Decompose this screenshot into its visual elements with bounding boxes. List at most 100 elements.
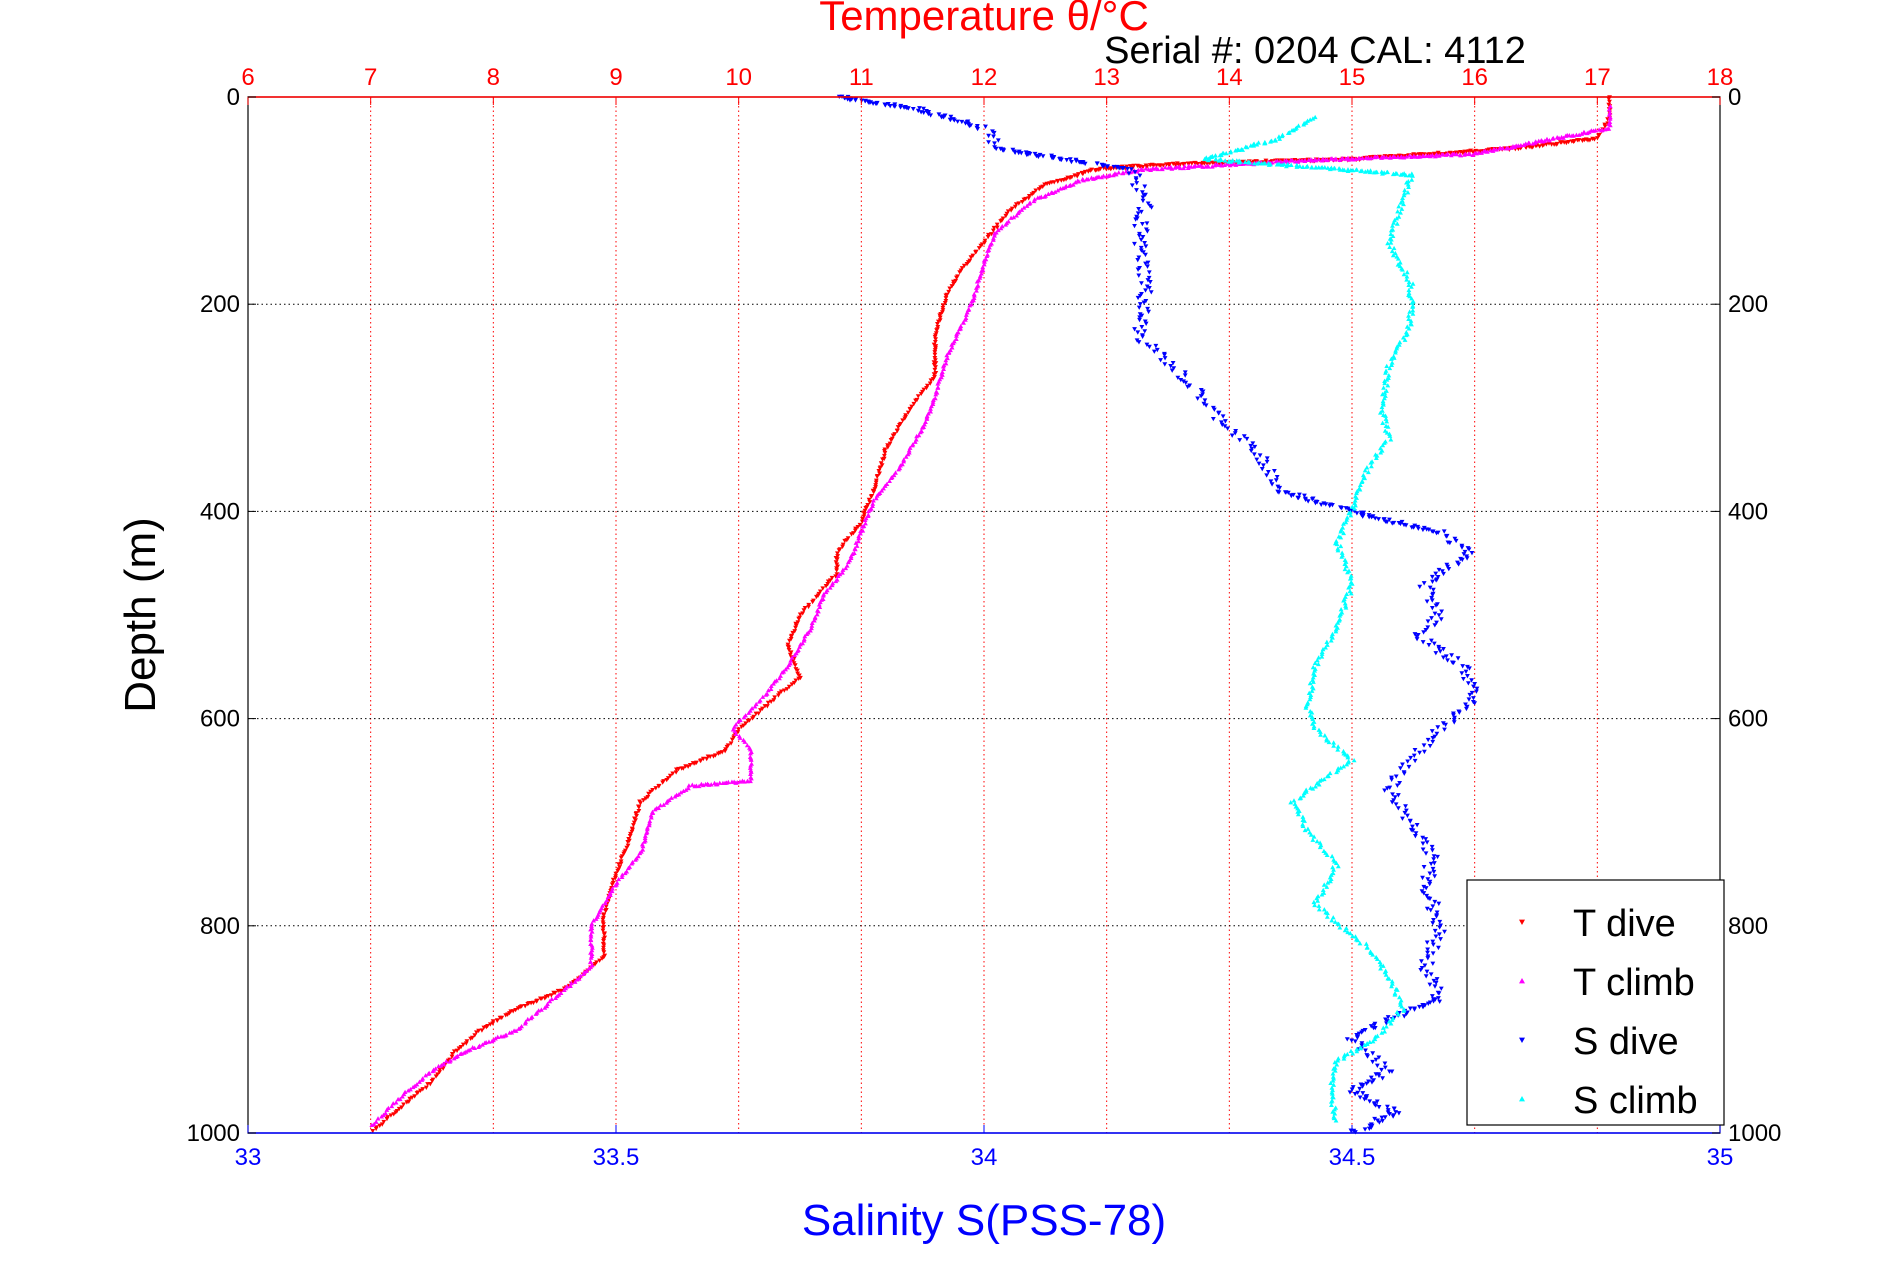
data-point xyxy=(482,1040,488,1045)
data-point xyxy=(1384,520,1390,525)
data-point xyxy=(1405,813,1410,819)
data-point xyxy=(1408,755,1414,761)
data-point xyxy=(451,1056,457,1061)
data-point xyxy=(753,711,759,716)
data-point xyxy=(870,501,876,506)
data-point xyxy=(792,663,798,668)
data-point xyxy=(1385,383,1391,388)
data-point xyxy=(1000,147,1006,152)
data-point xyxy=(1373,1072,1379,1077)
data-point xyxy=(618,855,624,860)
data-point xyxy=(1045,191,1051,196)
data-point xyxy=(861,512,867,517)
data-point xyxy=(948,114,954,120)
data-point xyxy=(533,999,539,1004)
data-point xyxy=(1170,360,1176,366)
data-point xyxy=(1425,737,1431,743)
data-point xyxy=(801,608,807,613)
data-point xyxy=(1411,525,1417,530)
salinity-tick-label: 34.5 xyxy=(1329,1144,1376,1171)
data-point xyxy=(600,925,606,931)
data-point xyxy=(856,538,861,544)
data-point xyxy=(495,1034,501,1039)
data-point xyxy=(1341,764,1347,769)
data-point xyxy=(1307,680,1313,686)
data-point xyxy=(1346,585,1352,590)
data-point xyxy=(588,932,594,937)
data-point xyxy=(1430,587,1436,593)
data-point xyxy=(1329,1091,1335,1096)
data-point xyxy=(868,100,874,105)
data-point xyxy=(1139,325,1145,330)
data-point xyxy=(1349,156,1355,161)
data-point xyxy=(1271,468,1277,474)
data-point xyxy=(1385,169,1390,175)
data-point xyxy=(905,410,911,415)
data-point xyxy=(1202,156,1208,162)
data-point xyxy=(1425,947,1431,952)
data-point xyxy=(852,528,858,533)
temperature-tick-label: 12 xyxy=(971,64,998,91)
data-point xyxy=(1430,961,1436,966)
data-point xyxy=(1472,682,1478,687)
data-point xyxy=(1429,729,1435,734)
data-point xyxy=(516,1026,522,1031)
data-point xyxy=(1382,1061,1388,1066)
data-point xyxy=(1331,166,1337,171)
data-point xyxy=(1168,364,1174,369)
data-point xyxy=(1455,656,1461,661)
legend-marker xyxy=(1519,1037,1525,1043)
data-point xyxy=(487,1022,493,1027)
data-point xyxy=(1079,170,1085,176)
data-point xyxy=(449,1051,455,1057)
data-point xyxy=(1422,963,1428,968)
data-point xyxy=(1463,702,1468,707)
data-point xyxy=(933,337,939,342)
data-point xyxy=(1385,240,1391,246)
data-point xyxy=(1282,158,1287,164)
data-point xyxy=(1309,497,1315,502)
data-point xyxy=(419,1077,425,1082)
data-point xyxy=(1407,309,1413,314)
data-point xyxy=(522,1004,528,1009)
data-point xyxy=(951,118,957,123)
data-point xyxy=(949,345,955,350)
data-point xyxy=(795,620,801,625)
data-point xyxy=(962,317,968,322)
data-point xyxy=(528,1015,534,1021)
data-point xyxy=(1376,1055,1382,1060)
data-point xyxy=(1357,482,1363,487)
data-point xyxy=(1148,290,1154,295)
data-point xyxy=(890,433,896,438)
data-point xyxy=(1436,613,1442,618)
data-point xyxy=(1391,355,1397,360)
data-point xyxy=(503,1013,509,1018)
data-point xyxy=(631,820,637,825)
data-point xyxy=(865,513,871,519)
data-point xyxy=(377,1123,383,1128)
data-point xyxy=(1433,603,1439,608)
data-point xyxy=(982,259,987,264)
data-point xyxy=(1436,901,1442,906)
data-point xyxy=(1398,200,1404,205)
data-point xyxy=(1323,502,1329,507)
data-point xyxy=(1380,963,1386,968)
data-point xyxy=(621,851,627,857)
data-point xyxy=(980,264,986,270)
data-point xyxy=(1343,605,1349,610)
data-point xyxy=(468,1036,474,1042)
data-point xyxy=(1368,1075,1374,1080)
data-point xyxy=(1316,903,1322,908)
data-point xyxy=(1451,720,1457,725)
data-point xyxy=(967,303,973,308)
data-point xyxy=(1427,871,1433,876)
data-point xyxy=(633,857,638,862)
data-point xyxy=(443,1058,449,1064)
data-point xyxy=(1372,1034,1378,1039)
data-point xyxy=(370,1129,376,1134)
data-point xyxy=(458,1044,464,1050)
data-point xyxy=(658,802,663,808)
legend-label: T dive xyxy=(1573,903,1676,945)
data-point xyxy=(1596,127,1602,132)
data-point xyxy=(1332,1068,1338,1073)
